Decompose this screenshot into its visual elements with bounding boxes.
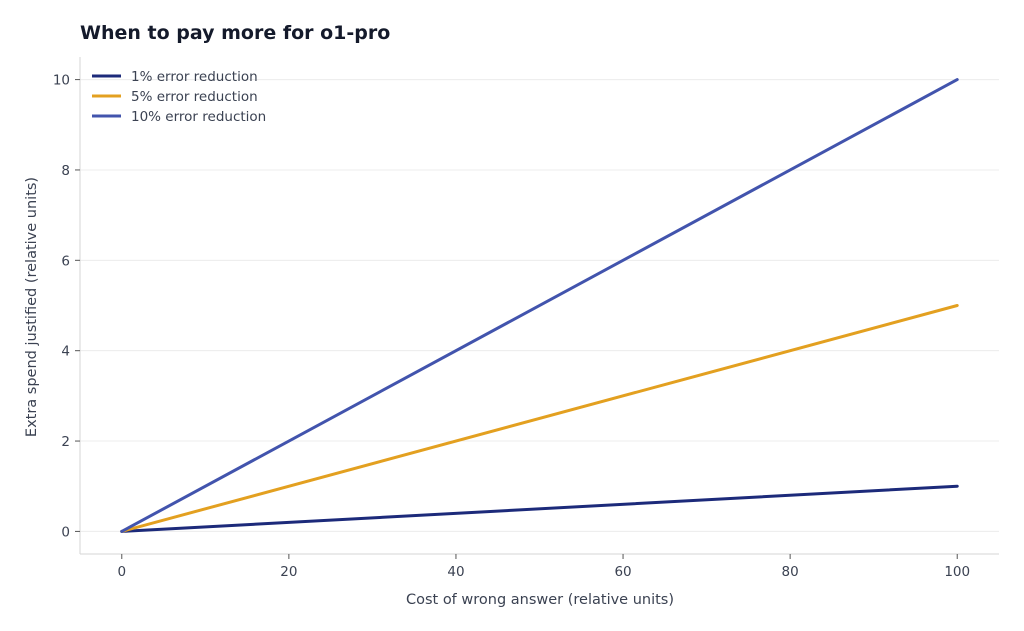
legend: 1% error reduction 5% error reduction 10% … (92, 69, 266, 125)
legend-label-0: 1% error reduction (131, 69, 258, 85)
y-axis-label: Extra spend justified (relative units) (24, 177, 40, 437)
series-line-2 (120, 78, 959, 533)
y-tick-label-2: 4 (61, 344, 70, 360)
x-tick-label-3: 60 (614, 564, 631, 580)
series-lines (120, 78, 959, 533)
x-tick-label-0: 0 (117, 564, 126, 580)
y-tick-label-0: 0 (61, 524, 70, 540)
x-tick-label-1: 20 (280, 564, 297, 580)
legend-label-2: 10% error reduction (131, 109, 266, 125)
y-tick-label-4: 8 (61, 163, 70, 179)
legend-label-1: 5% error reduction (131, 89, 258, 105)
series-line-1 (120, 304, 959, 533)
grid (80, 79, 999, 532)
x-axis-ticks: 0 20 40 60 80 100 (117, 554, 970, 580)
x-tick-label-4: 80 (782, 564, 799, 580)
x-tick-label-2: 40 (447, 564, 464, 580)
y-tick-label-5: 10 (53, 73, 70, 89)
series-line-0 (120, 484, 959, 533)
y-tick-label-1: 2 (61, 434, 70, 450)
y-tick-label-3: 6 (61, 253, 70, 269)
axes-frame (79, 57, 999, 555)
x-tick-label-5: 100 (944, 564, 970, 580)
x-axis-label: Cost of wrong answer (relative units) (406, 592, 674, 608)
y-axis-ticks: 0 2 4 6 8 10 (53, 73, 80, 540)
chart-title: When to pay more for o1-pro (80, 22, 390, 44)
